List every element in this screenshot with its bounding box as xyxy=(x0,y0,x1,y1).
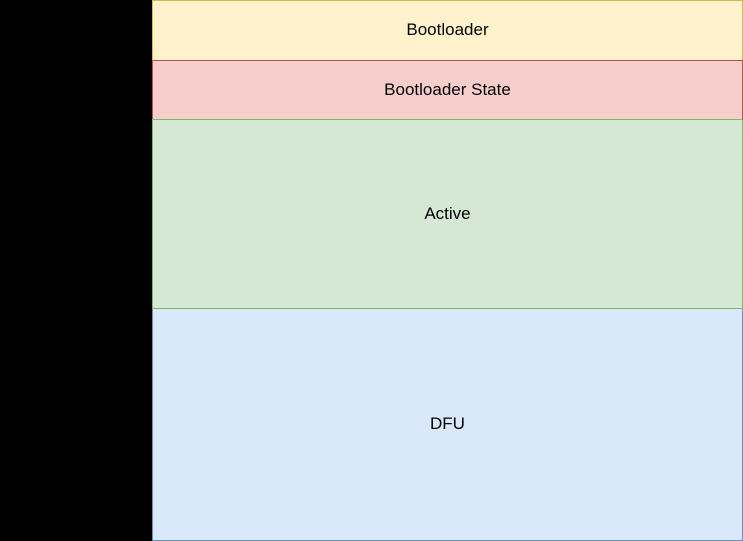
memory-region: Bootloader State xyxy=(152,60,743,119)
memory-region: Bootloader xyxy=(152,0,743,60)
left-black-panel xyxy=(0,0,152,541)
memory-region-label: Bootloader xyxy=(406,20,489,40)
memory-region-label: DFU xyxy=(430,414,465,434)
memory-region: Active xyxy=(152,119,743,309)
memory-region-label: Bootloader State xyxy=(384,79,511,99)
memory-regions-column: Bootloader Bootloader State Active DFU xyxy=(152,0,743,541)
memory-region-label: Active xyxy=(424,203,471,223)
memory-region: DFU xyxy=(152,309,743,541)
